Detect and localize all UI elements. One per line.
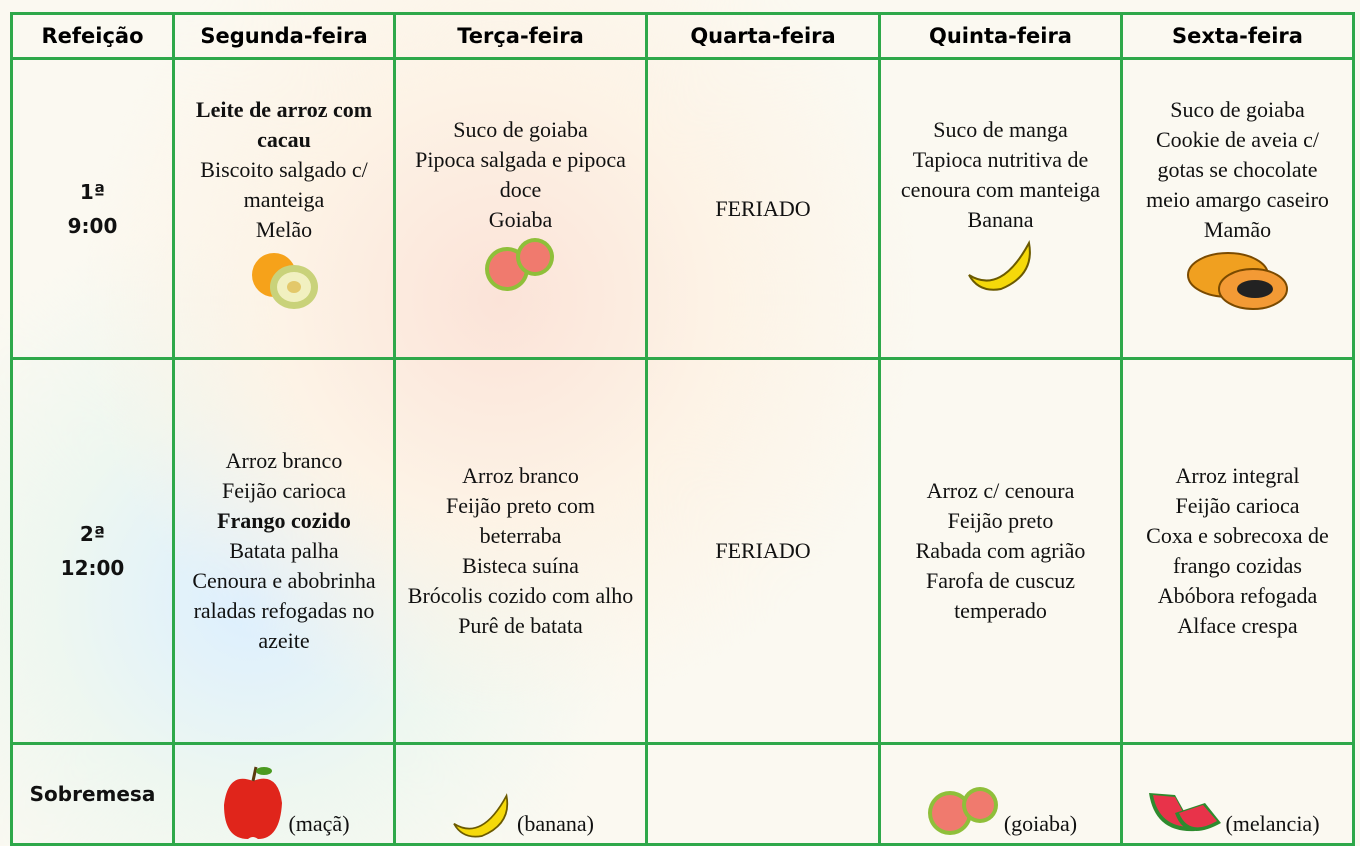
dessert-name: (melancia) <box>1225 811 1320 836</box>
dessert-cell: (melancia) <box>1120 742 1355 846</box>
menu-item: FERIADO <box>715 195 811 221</box>
menu-item: Leite de arroz com cacau <box>195 96 373 152</box>
menu-item: Mamão <box>1203 216 1272 242</box>
dessert-name: (goiaba) <box>1003 811 1078 836</box>
melon-icon <box>252 252 318 309</box>
meal-text: 9:00 <box>67 213 118 238</box>
menu-cell: Suco de goiaba Cookie de aveia c/ gotas s… <box>1120 57 1355 360</box>
meal-label: 1ª 9:00 <box>10 57 175 360</box>
meal-label: 2ª 12:00 <box>10 357 175 745</box>
meal-text: Sobremesa <box>29 782 156 806</box>
meal-row: 2ª 12:00 Arroz branco Feijão carioca Frango… <box>10 357 1355 745</box>
dessert-name: (banana) <box>517 811 594 836</box>
dessert-row: Sobremesa (maçã) (banana) (goiaba) (mela… <box>10 742 1355 846</box>
column-header: Refeição <box>10 12 175 60</box>
guava-icon <box>484 237 554 291</box>
column-header: Sexta-feira <box>1120 12 1355 60</box>
menu-item: Frango cozido <box>217 508 351 533</box>
apple-icon <box>224 766 283 839</box>
menu-item: Feijão preto com beterraba <box>445 493 596 548</box>
menu-cell: Arroz c/ cenoura Feijão preto Rabada com a… <box>878 357 1123 745</box>
menu-item: Tapioca nutritiva de cenoura com manteig… <box>900 146 1101 202</box>
meal-row: 1ª 9:00 Leite de arroz com cacau Biscoito … <box>10 57 1355 360</box>
menu-item: Suco de goiaba <box>1170 96 1305 122</box>
banana-icon <box>965 239 1031 291</box>
column-header: Quarta-feira <box>645 12 881 60</box>
menu-item: Bisteca suína <box>462 553 579 578</box>
menu-item: Arroz c/ cenoura <box>926 478 1075 503</box>
menu-item: Coxa e sobrecoxa de frango cozidas <box>1146 523 1329 578</box>
menu-item: FERIADO <box>715 538 811 563</box>
menu-item: Abóbora refogada <box>1157 583 1318 608</box>
menu-cell: Arroz integral Feijão carioca Coxa e sobre… <box>1120 357 1355 745</box>
dessert-cell <box>645 742 881 846</box>
menu-item: Arroz branco <box>225 448 343 473</box>
menu-item: Biscoito salgado c/ manteiga <box>200 156 368 212</box>
meal-text: 2ª <box>79 522 106 546</box>
menu-item: Suco de goiaba <box>453 116 588 142</box>
meal-label: Sobremesa <box>10 742 175 846</box>
column-header: Segunda-feira <box>172 12 396 60</box>
menu-cell: FERIADO <box>645 357 881 745</box>
menu-item: Cookie de aveia c/ gotas se chocolate me… <box>1146 126 1329 212</box>
menu-item: Brócolis cozido com alho <box>407 583 634 608</box>
meal-text: 12:00 <box>60 556 125 580</box>
menu-item: Feijão carioca <box>1175 493 1300 518</box>
menu-table: Refeição Segunda-feira Terça-feira Quarta-f… <box>10 12 1355 846</box>
menu-item: Rabada com agrião <box>915 538 1086 563</box>
menu-item: Alface crespa <box>1177 613 1298 638</box>
menu-item: Suco de manga <box>933 116 1068 142</box>
menu-cell: Suco de manga Tapioca nutritiva de cenour… <box>878 57 1123 360</box>
menu-item: Batata palha <box>229 538 339 563</box>
menu-item: Arroz branco <box>462 463 579 488</box>
menu-cell: Leite de arroz com cacau Biscoito salgado… <box>172 57 396 360</box>
menu-item: Melão <box>255 216 313 242</box>
menu-item: Feijão preto <box>947 508 1054 533</box>
menu-cell: Suco de goiaba Pipoca salgada e pipoca do… <box>393 57 648 360</box>
menu-item: Purê de batata <box>458 613 583 638</box>
dessert-cell: (banana) <box>393 742 648 846</box>
papaya-icon <box>1186 251 1288 310</box>
menu-item: Arroz integral <box>1175 463 1300 488</box>
dessert-cell: (goiaba) <box>878 742 1123 846</box>
header-row: Refeição Segunda-feira Terça-feira Quarta-f… <box>10 12 1355 60</box>
column-header: Quinta-feira <box>878 12 1123 60</box>
menu-cell: FERIADO <box>645 57 881 360</box>
menu-item: Goiaba <box>488 206 553 232</box>
guava-icon <box>927 787 998 835</box>
menu-item: Cenoura e abobrinha raladas refogadas no… <box>192 568 376 653</box>
dessert-name: (maçã) <box>288 811 350 836</box>
watermelon-icon <box>1149 793 1222 832</box>
menu-item: Banana <box>967 206 1034 232</box>
menu-cell: Arroz branco Feijão preto com beterraba Bi… <box>393 357 648 745</box>
menu-item: Farofa de cuscuz temperado <box>925 568 1076 623</box>
menu-item: Feijão carioca <box>222 478 346 503</box>
menu-cell: Arroz branco Feijão carioca Frango cozido B… <box>172 357 396 745</box>
meal-text: 1ª <box>79 179 106 204</box>
banana-icon <box>451 793 509 838</box>
column-header: Terça-feira <box>393 12 648 60</box>
menu-item: Pipoca salgada e pipoca doce <box>415 146 626 202</box>
dessert-cell: (maçã) <box>172 742 396 846</box>
